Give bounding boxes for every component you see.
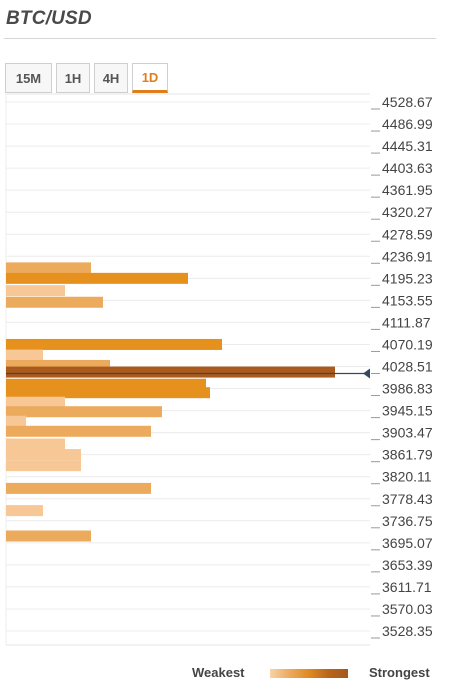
- confluence-bar: [6, 406, 162, 418]
- price-label: 4028.51: [382, 359, 433, 375]
- price-label: 4486.99: [382, 116, 433, 132]
- confluence-bar: [6, 460, 81, 472]
- chart-bars: [6, 262, 335, 542]
- price-label: 3611.71: [382, 579, 432, 595]
- confluence-bar: [6, 425, 151, 437]
- price-labels: 4528.67 4486.99 4445.31 4403.63 4361.95 4320.…: [371, 94, 433, 639]
- price-label: 3695.07: [382, 535, 433, 551]
- confluence-bar: [6, 415, 26, 427]
- confluence-bar: [6, 387, 210, 399]
- price-label: 3528.35: [382, 623, 433, 639]
- legend-gradient: [270, 669, 348, 678]
- price-label: 4278.59: [382, 226, 433, 242]
- price-label: 4361.95: [382, 182, 433, 198]
- price-label: 3653.39: [382, 557, 433, 573]
- confluence-bar: [6, 272, 188, 284]
- price-label: 3861.79: [382, 447, 433, 463]
- price-label: 3736.75: [382, 513, 433, 529]
- price-label: 4403.63: [382, 160, 433, 176]
- confluence-bar: [6, 438, 65, 450]
- confluence-bar: [6, 296, 103, 308]
- confluence-bar: [6, 378, 206, 390]
- confluence-bar: [6, 366, 335, 378]
- confluence-bar: [6, 482, 151, 494]
- price-label: 3820.11: [382, 469, 432, 485]
- price-label: 4153.55: [382, 292, 433, 308]
- tab-1d[interactable]: 1D: [132, 63, 168, 93]
- confluence-chart: 4528.67 4486.99 4445.31 4403.63 4361.95 4320.…: [5, 93, 433, 646]
- price-label: 4320.27: [382, 204, 433, 220]
- strength-legend: Weakest Strongest: [0, 660, 450, 688]
- price-label: 4528.67: [382, 94, 433, 110]
- price-label: 4445.31: [382, 138, 433, 154]
- price-label: 4236.91: [382, 248, 433, 264]
- confluence-bar: [6, 359, 110, 371]
- price-label: 3903.47: [382, 425, 433, 441]
- confluence-bar: [6, 505, 43, 517]
- price-label: 4195.23: [382, 270, 433, 286]
- tab-1h[interactable]: 1H: [56, 63, 90, 93]
- page-title: BTC/USD: [6, 8, 92, 29]
- confluence-bar: [6, 396, 65, 408]
- price-label: 3986.83: [382, 381, 433, 397]
- confluence-bar: [6, 349, 43, 361]
- tab-15m[interactable]: 15M: [5, 63, 52, 93]
- price-label: 4111.87: [382, 314, 431, 330]
- price-label: 4070.19: [382, 336, 433, 352]
- title-divider: [4, 38, 436, 39]
- tab-4h[interactable]: 4H: [94, 63, 128, 93]
- timeframe-tabs: 15M 1H 4H 1D: [5, 63, 168, 93]
- confluence-bar: [6, 262, 91, 274]
- confluence-bar: [6, 449, 81, 461]
- legend-strongest-label: Strongest: [369, 665, 430, 680]
- confluence-bar: [6, 530, 91, 542]
- price-label: 3945.15: [382, 403, 433, 419]
- current-price-arrow-icon: [363, 368, 370, 379]
- price-label: 3570.03: [382, 601, 433, 617]
- confluence-bar: [6, 285, 65, 297]
- price-label: 3778.43: [382, 491, 433, 507]
- legend-weakest-label: Weakest: [192, 665, 245, 680]
- current-price-marker: [6, 368, 370, 379]
- confluence-bar: [6, 338, 222, 350]
